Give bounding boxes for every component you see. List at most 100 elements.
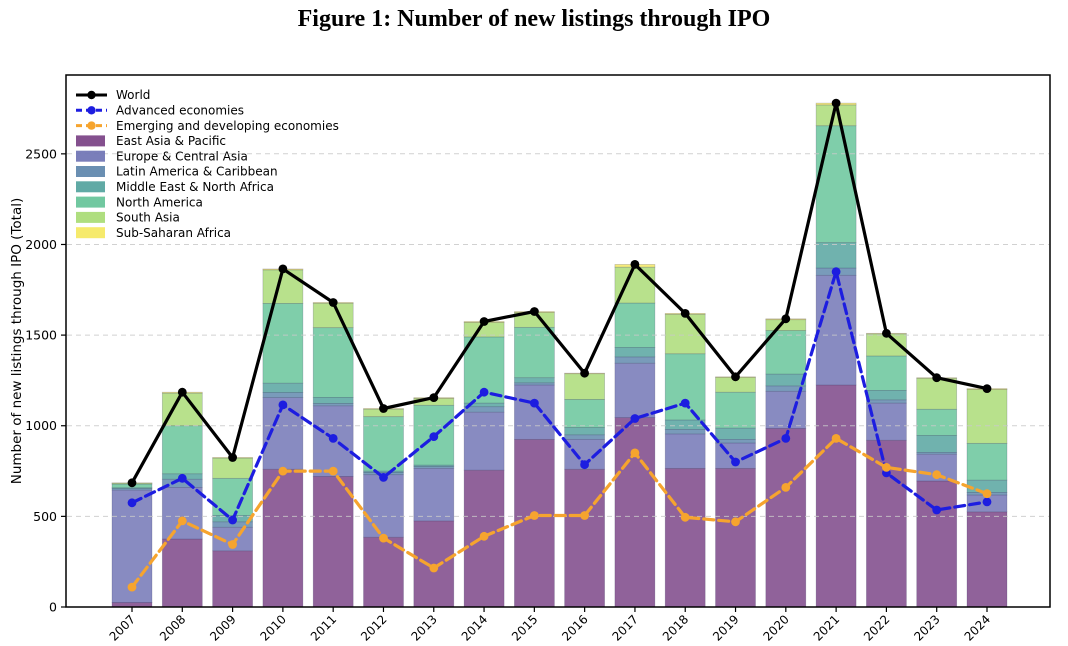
x-tick-label: 2022 <box>861 612 892 643</box>
y-tick-label: 0 <box>49 600 57 615</box>
data-point-marker <box>580 460 589 470</box>
data-point-marker <box>379 404 388 413</box>
data-point-marker <box>630 448 640 458</box>
bar-segment <box>715 427 756 440</box>
data-point-marker <box>882 463 891 472</box>
bar-segment <box>161 425 203 475</box>
data-point-marker <box>680 309 690 318</box>
bar-segment <box>363 536 404 608</box>
bar-segment <box>916 435 958 453</box>
legend-label: Advanced economies <box>116 104 244 118</box>
x-tick-label: 2012 <box>358 612 389 643</box>
bar-segment <box>514 384 555 440</box>
data-point-marker <box>228 540 238 549</box>
x-tick-label: 2021 <box>811 612 842 643</box>
data-point-marker <box>932 373 942 383</box>
legend-marker <box>87 90 96 100</box>
bar-segment <box>212 550 253 608</box>
data-point-marker <box>982 384 992 393</box>
x-tick-label: 2015 <box>509 612 540 643</box>
data-point-marker <box>228 453 238 462</box>
data-point-marker <box>228 515 238 525</box>
data-point-marker <box>379 473 388 482</box>
bar-segment <box>966 442 1008 481</box>
x-tick-label: 2011 <box>308 612 339 643</box>
y-axis-label: Number of new listings through IPO (Tota… <box>9 198 25 485</box>
legend-label: Middle East & North Africa <box>116 180 274 194</box>
data-point-marker <box>831 267 841 277</box>
legend-swatch <box>76 211 105 223</box>
bar-segment <box>815 384 857 608</box>
data-point-marker <box>731 517 740 527</box>
stacked-bars-layer <box>111 102 1008 608</box>
bar-segment <box>916 408 958 436</box>
x-tick-label: 2008 <box>157 612 188 643</box>
bar-segment <box>463 406 505 413</box>
y-tick-label: 1000 <box>25 418 57 433</box>
bar-segment <box>262 382 304 393</box>
legend-swatch <box>76 181 105 193</box>
bar-segment <box>463 411 505 471</box>
legend-marker <box>87 121 96 130</box>
bar-segment <box>161 538 203 608</box>
legend-label: Europe & Central Asia <box>116 149 248 163</box>
data-point-marker <box>982 497 992 507</box>
data-point-marker <box>630 414 640 423</box>
legend-swatch <box>76 166 105 177</box>
bar-segment <box>966 511 1008 608</box>
bar-segment <box>765 330 807 375</box>
legend-item: Advanced economies <box>76 104 244 118</box>
data-point-marker <box>127 582 137 592</box>
y-tick-label: 2000 <box>25 237 57 252</box>
legend-item: Middle East & North Africa <box>76 180 274 194</box>
x-tick-label: 2016 <box>559 612 590 643</box>
bar-segment <box>564 468 605 608</box>
bar-segment <box>413 467 455 522</box>
emerging-and-developing-economies-line <box>130 436 989 589</box>
bar-segment <box>715 391 756 429</box>
legend-label: East Asia & Pacific <box>116 134 226 148</box>
legend-item: World <box>76 88 150 102</box>
bar-segment <box>262 392 304 399</box>
bar-segment <box>614 347 656 358</box>
x-tick-label: 2020 <box>760 612 791 643</box>
data-point-marker <box>479 317 489 326</box>
x-tick-label: 2017 <box>610 612 641 643</box>
bar-segment <box>765 428 807 608</box>
bar-segment <box>514 377 555 384</box>
data-point-marker <box>530 398 539 408</box>
x-tick-label: 2010 <box>258 612 289 643</box>
data-point-marker <box>479 387 489 397</box>
bar-segment <box>664 433 706 469</box>
bar-segment <box>614 356 656 364</box>
data-point-marker <box>580 511 589 520</box>
x-tick-label: 2013 <box>408 612 439 643</box>
bar-segment <box>715 467 756 608</box>
bar-segment <box>312 397 354 404</box>
y-tick-label: 500 <box>33 509 57 524</box>
data-point-marker <box>831 98 841 108</box>
data-point-marker <box>781 483 791 492</box>
x-tick-label: 2019 <box>710 612 741 643</box>
data-point-marker <box>932 505 942 515</box>
data-point-marker <box>680 398 690 408</box>
legend-label: Sub-Saharan Africa <box>116 226 231 240</box>
data-point-marker <box>177 516 187 526</box>
data-point-marker <box>328 466 338 476</box>
legend-label: Latin America & Caribbean <box>116 165 278 179</box>
bar-segment <box>363 474 404 538</box>
data-point-marker <box>781 434 791 443</box>
bar-segment <box>866 399 907 404</box>
data-point-marker <box>781 314 791 324</box>
data-point-marker <box>680 512 690 522</box>
bar-segment <box>614 302 656 348</box>
line-series-layer <box>127 98 992 592</box>
data-point-marker <box>278 466 288 476</box>
data-point-marker <box>429 393 439 402</box>
legend-marker <box>87 106 96 115</box>
plot-border <box>65 74 1051 608</box>
legend-swatch <box>76 135 105 147</box>
bar-segment <box>564 427 605 436</box>
